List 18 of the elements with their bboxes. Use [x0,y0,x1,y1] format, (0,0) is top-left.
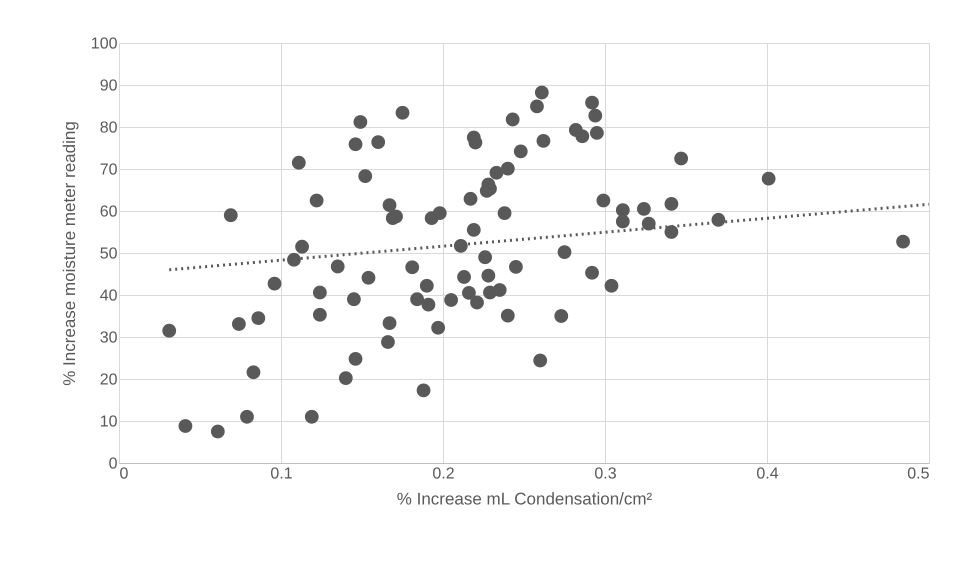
y-tick-label: 80 [100,120,118,136]
y-tick-label: 40 [100,288,118,304]
y-tick-label: 60 [100,204,118,220]
y-tick-label: 30 [100,330,118,346]
y-tick-label: 90 [100,78,118,94]
y-tick-label: 10 [100,414,118,430]
y-tick-label: 100 [90,36,118,52]
x-tick-label: 0 [120,466,128,482]
y-tick-label: 50 [100,246,118,262]
x-axis-title: % Increase mL Condensation/cm² [396,490,653,508]
y-axis-title: % Increase moisture meter reading [60,121,79,386]
x-tick-label: 0.4 [756,466,779,482]
x-tick-label: 0.1 [270,466,293,482]
x-tick-label: 0.2 [432,466,455,482]
y-tick-label: 70 [100,162,118,178]
x-tick-label: 0.3 [594,466,617,482]
y-tick-label: 20 [100,372,118,388]
x-tick-label: 0.5 [907,466,930,482]
